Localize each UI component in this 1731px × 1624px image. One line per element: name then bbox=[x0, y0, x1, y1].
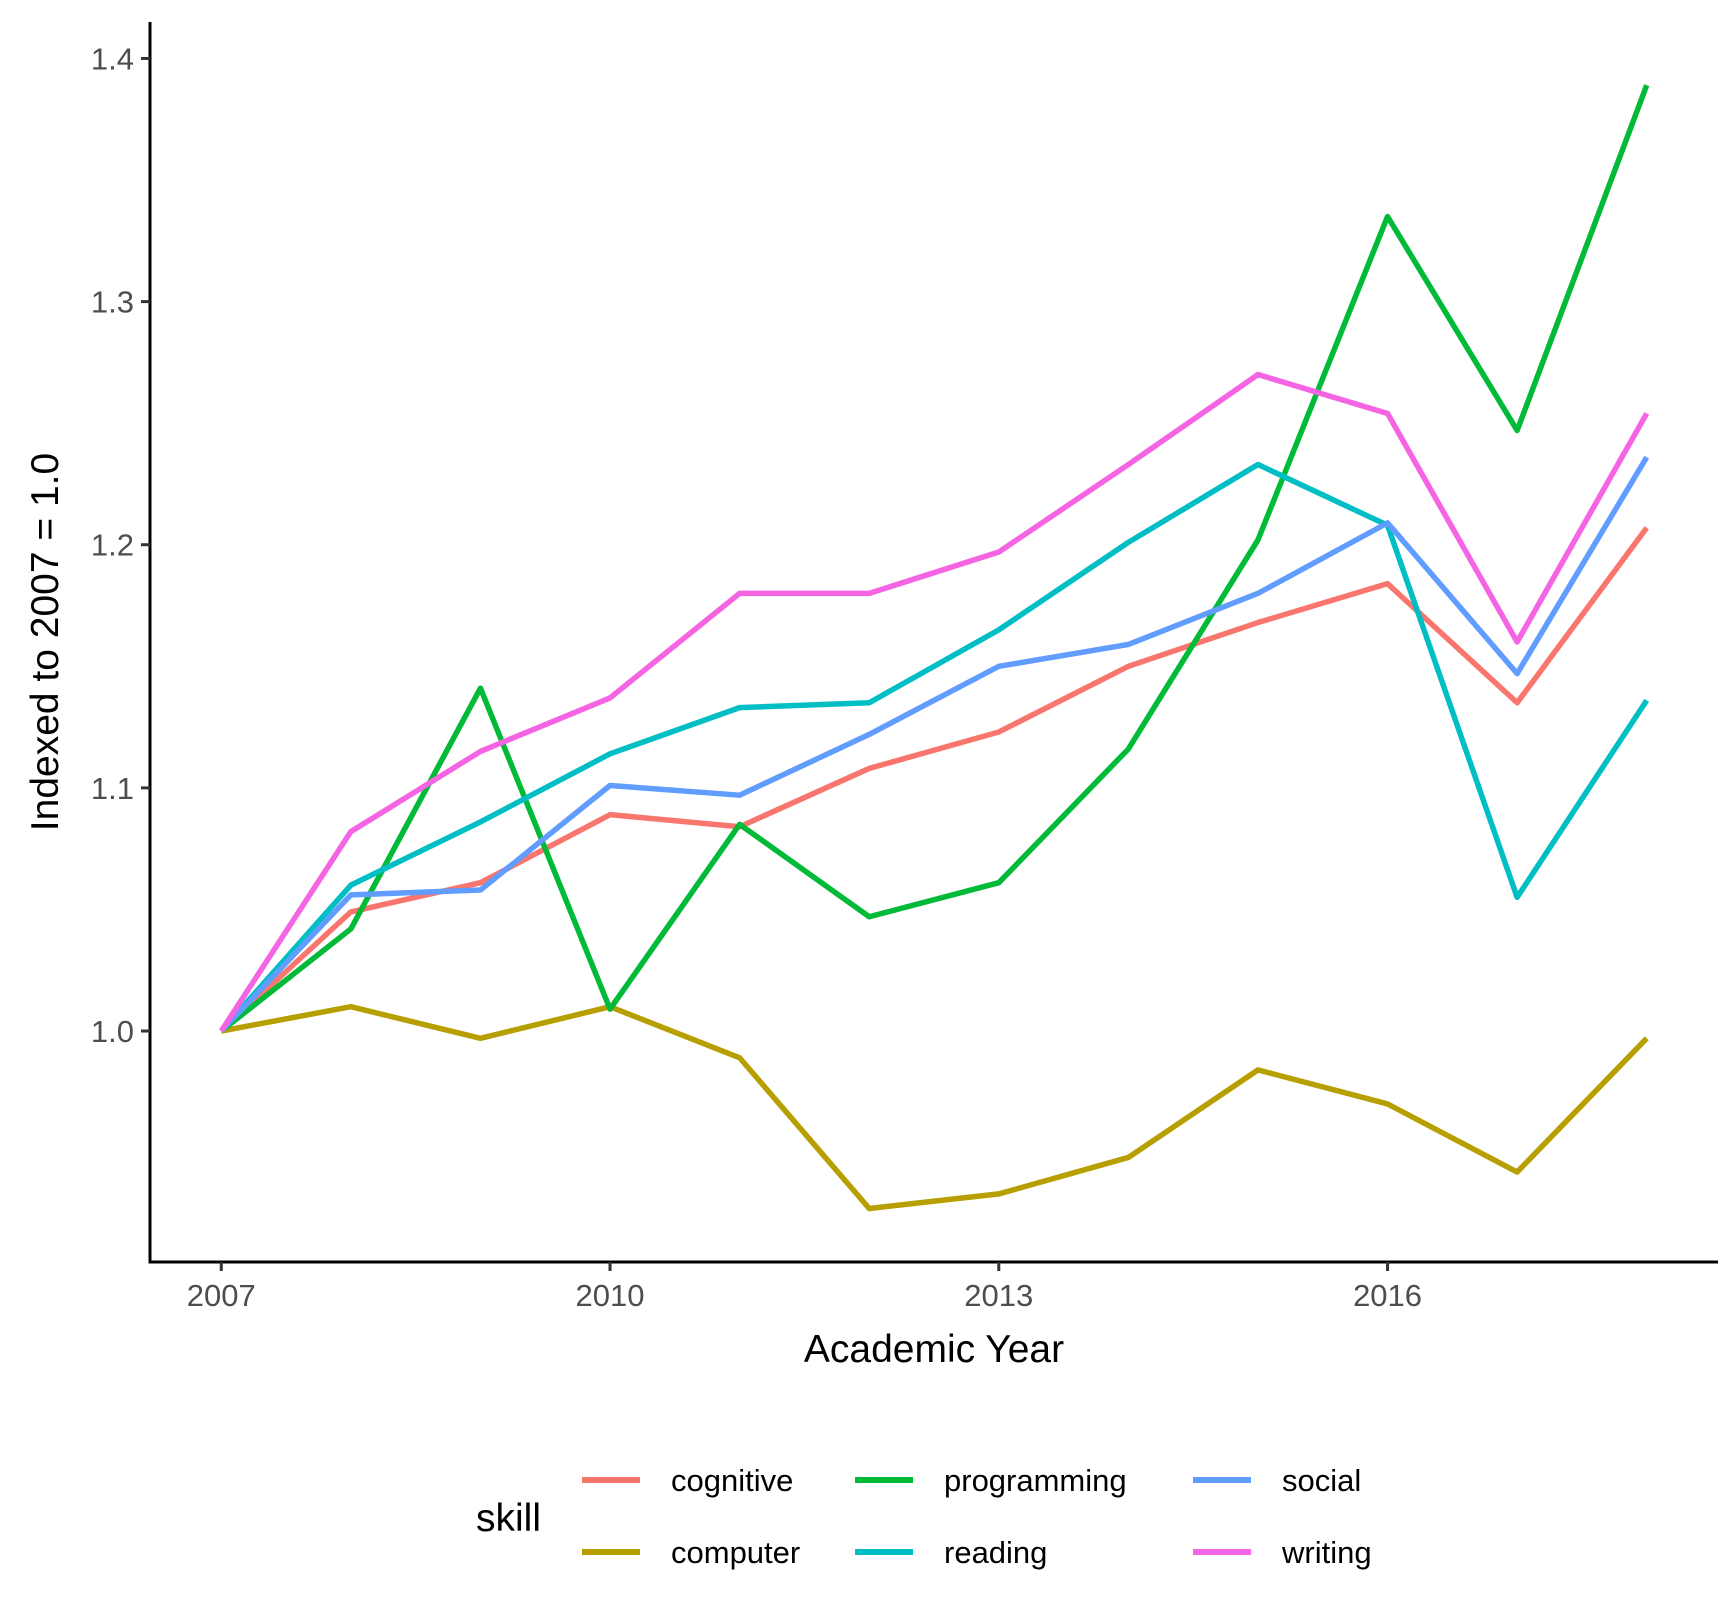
y-tick-label: 1.2 bbox=[91, 528, 134, 563]
series-line-cognitive bbox=[219, 526, 1649, 1034]
legend: skill cognitive computer programming readin… bbox=[476, 1463, 1372, 1570]
ticks-layer: 1.0 1.1 1.2 1.3 1.4 2007 2010 2013 2016 bbox=[91, 41, 1422, 1313]
legend-label-writing: writing bbox=[1281, 1535, 1372, 1570]
x-tick-label: 2010 bbox=[576, 1278, 645, 1313]
series-line-computer bbox=[220, 1003, 1649, 1212]
legend-label-social: social bbox=[1282, 1463, 1361, 1498]
y-tick-label: 1.4 bbox=[91, 41, 134, 76]
legend-label-computer: computer bbox=[671, 1535, 800, 1570]
series-line-social bbox=[219, 455, 1650, 1033]
legend-label-programming: programming bbox=[944, 1463, 1127, 1498]
x-axis-title: Academic Year bbox=[804, 1328, 1064, 1371]
axes-layer bbox=[148, 22, 1718, 1264]
legend-title: skill bbox=[476, 1497, 541, 1540]
y-tick-label: 1.0 bbox=[91, 1014, 134, 1049]
y-axis-title: Indexed to 2007 = 1.0 bbox=[24, 453, 67, 831]
x-tick-label: 2007 bbox=[187, 1278, 256, 1313]
y-tick-label: 1.1 bbox=[91, 771, 134, 806]
series-line-programming bbox=[219, 84, 1650, 1034]
x-tick-label: 2016 bbox=[1353, 1278, 1422, 1313]
legend-label-reading: reading bbox=[944, 1535, 1047, 1570]
series-layer bbox=[218, 84, 1650, 1212]
legend-label-cognitive: cognitive bbox=[671, 1463, 793, 1498]
y-tick-label: 1.3 bbox=[91, 285, 134, 320]
x-tick-label: 2013 bbox=[964, 1278, 1033, 1313]
series-line-reading bbox=[219, 461, 1650, 1033]
series-line-writing bbox=[218, 371, 1650, 1033]
